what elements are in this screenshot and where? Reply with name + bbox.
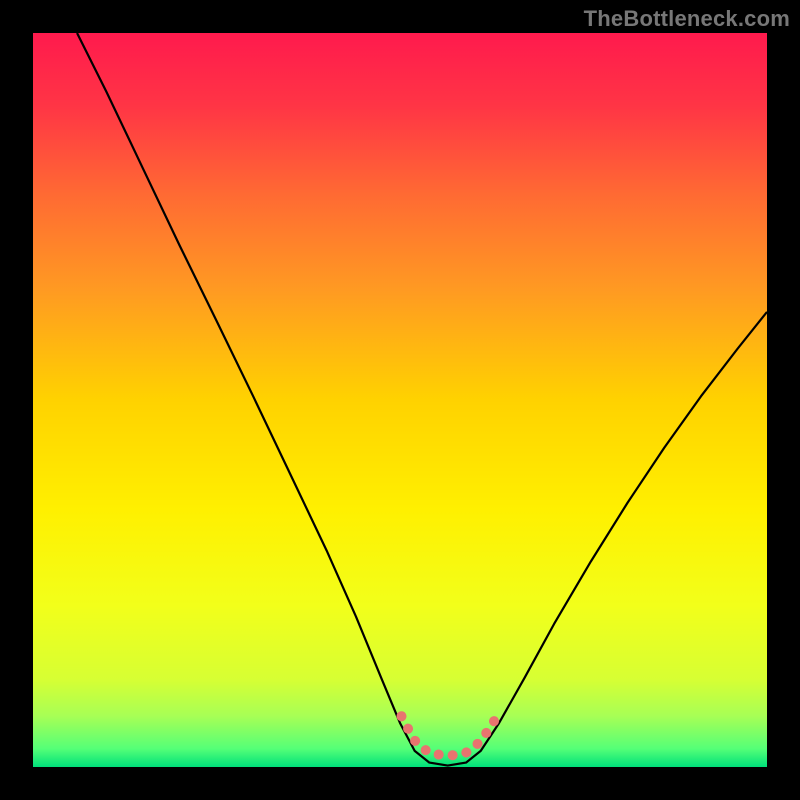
watermark-text: TheBottleneck.com (584, 6, 790, 32)
bottleneck-chart-svg (33, 33, 767, 767)
plot-area (33, 33, 767, 767)
gradient-background (33, 33, 767, 767)
